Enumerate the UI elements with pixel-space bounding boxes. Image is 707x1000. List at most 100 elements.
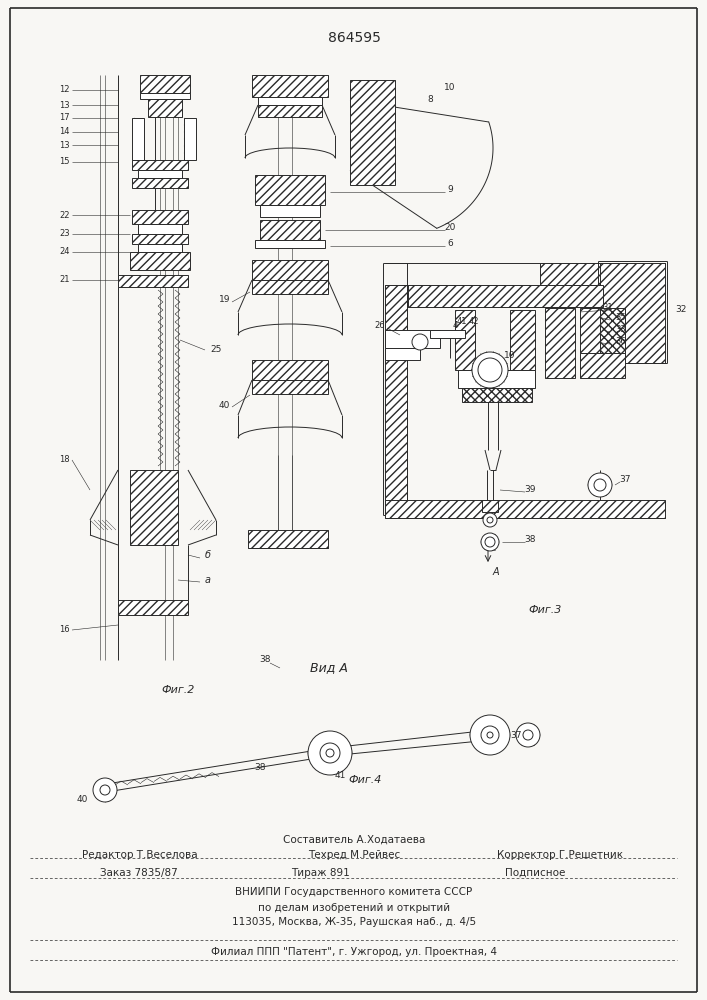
Bar xyxy=(252,380,328,394)
Bar xyxy=(600,263,665,363)
Bar xyxy=(580,308,600,353)
Circle shape xyxy=(93,778,117,802)
Text: 19: 19 xyxy=(218,296,230,304)
Bar xyxy=(580,353,625,378)
Text: 38: 38 xyxy=(255,764,266,772)
Bar xyxy=(430,330,465,338)
Circle shape xyxy=(487,517,493,523)
Text: 6: 6 xyxy=(447,239,453,248)
Circle shape xyxy=(412,334,428,350)
Bar xyxy=(130,470,178,545)
Bar xyxy=(385,285,407,515)
Text: 8: 8 xyxy=(427,96,433,104)
Text: 24: 24 xyxy=(59,247,70,256)
Bar xyxy=(252,360,328,380)
Text: 9: 9 xyxy=(447,186,453,194)
Circle shape xyxy=(481,726,499,744)
Circle shape xyxy=(478,358,502,382)
Text: 20: 20 xyxy=(444,224,456,232)
Circle shape xyxy=(485,537,495,547)
Text: 22: 22 xyxy=(59,211,70,220)
Bar xyxy=(260,205,320,217)
Text: 17: 17 xyxy=(59,113,70,122)
Text: 14: 14 xyxy=(59,127,70,136)
Text: 40: 40 xyxy=(76,796,88,804)
Text: 864595: 864595 xyxy=(327,31,380,45)
Bar xyxy=(138,224,182,234)
Circle shape xyxy=(523,730,533,740)
Text: 10: 10 xyxy=(444,84,456,93)
Text: 39: 39 xyxy=(525,486,536,494)
Text: Филиал ППП "Патент", г. Ужгород, ул. Проектная, 4: Филиал ППП "Патент", г. Ужгород, ул. Про… xyxy=(211,947,497,957)
Circle shape xyxy=(100,785,110,795)
Circle shape xyxy=(472,352,508,388)
Bar xyxy=(118,600,188,615)
Text: 15: 15 xyxy=(59,157,70,166)
Text: Заказ 7835/87: Заказ 7835/87 xyxy=(100,868,177,878)
Text: ВНИИПИ Государственного комитета СССР: ВНИИПИ Государственного комитета СССР xyxy=(235,887,472,897)
Text: 37: 37 xyxy=(510,730,522,740)
Text: 41: 41 xyxy=(457,318,467,326)
Bar xyxy=(458,370,535,388)
Text: 16: 16 xyxy=(59,626,70,635)
Text: 25: 25 xyxy=(210,346,221,355)
Bar xyxy=(385,348,420,360)
Text: Корректор Г.Решетник: Корректор Г.Решетник xyxy=(497,850,623,860)
Text: 13: 13 xyxy=(59,140,70,149)
Bar xyxy=(138,170,182,178)
Bar xyxy=(455,310,475,370)
Bar xyxy=(385,285,665,307)
Bar xyxy=(385,500,665,518)
Bar xyxy=(138,244,182,252)
Text: 26: 26 xyxy=(375,322,385,330)
Text: 18: 18 xyxy=(59,456,70,464)
Text: 10: 10 xyxy=(504,351,515,360)
Bar xyxy=(132,234,188,244)
Bar xyxy=(510,310,535,370)
Bar xyxy=(148,99,182,117)
Text: 42: 42 xyxy=(469,318,479,326)
Bar xyxy=(255,240,325,248)
Bar xyxy=(255,175,325,205)
Bar xyxy=(482,500,498,512)
Circle shape xyxy=(483,513,497,527)
Text: 36: 36 xyxy=(615,338,626,347)
Text: 37: 37 xyxy=(619,476,631,485)
Text: 38: 38 xyxy=(525,536,536,544)
Circle shape xyxy=(320,743,340,763)
Circle shape xyxy=(308,731,352,775)
Text: а: а xyxy=(205,575,211,585)
Bar xyxy=(260,220,320,240)
Bar xyxy=(132,160,188,170)
Text: 31: 31 xyxy=(602,304,613,312)
Bar xyxy=(540,263,665,285)
Bar xyxy=(252,260,328,280)
Circle shape xyxy=(516,723,540,747)
Text: 21: 21 xyxy=(59,275,70,284)
Circle shape xyxy=(588,473,612,497)
Bar xyxy=(132,210,188,224)
Text: 4: 4 xyxy=(452,320,458,330)
Bar xyxy=(118,275,188,287)
Text: Фиг.4: Фиг.4 xyxy=(349,775,382,785)
Bar xyxy=(462,388,532,402)
Text: Вид A: Вид A xyxy=(310,662,348,674)
Bar xyxy=(130,252,190,270)
Bar xyxy=(248,530,328,548)
Text: 113035, Москва, Ж-35, Раушская наб., д. 4/5: 113035, Москва, Ж-35, Раушская наб., д. … xyxy=(232,917,476,927)
Text: Редактор Т.Веселова: Редактор Т.Веселова xyxy=(82,850,198,860)
Circle shape xyxy=(487,732,493,738)
Text: 32: 32 xyxy=(675,306,686,314)
Bar xyxy=(184,118,196,160)
Circle shape xyxy=(326,749,334,757)
Bar xyxy=(132,178,188,188)
Bar xyxy=(140,75,190,93)
Bar xyxy=(600,308,625,353)
Text: Тираж 891: Тираж 891 xyxy=(291,868,349,878)
Circle shape xyxy=(594,479,606,491)
Text: Фиг.3: Фиг.3 xyxy=(528,605,561,615)
Bar xyxy=(258,97,322,105)
Text: 12: 12 xyxy=(59,86,70,95)
Text: 33: 33 xyxy=(615,326,626,334)
Bar xyxy=(140,93,190,99)
